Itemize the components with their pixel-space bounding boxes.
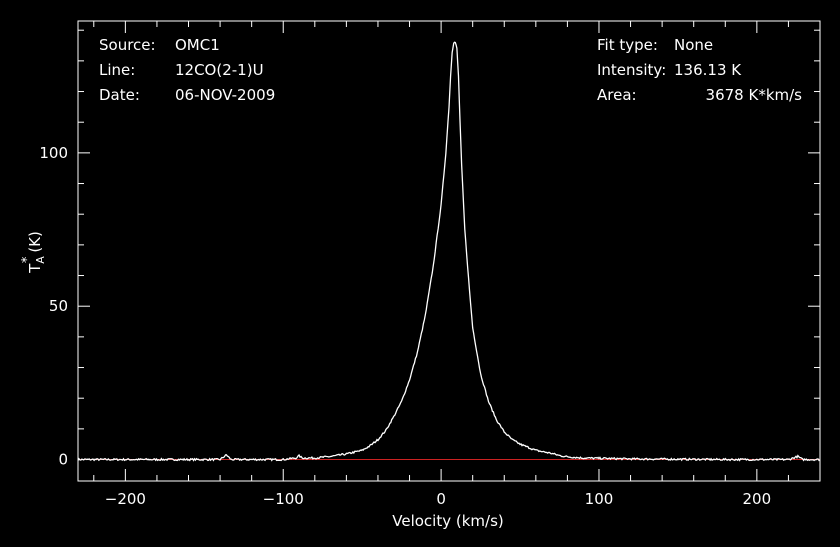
y-axis-title-sup: * [20,256,35,263]
fit-type-label: Fit type: [597,36,658,54]
x-axis-title: Velocity (km/s) [392,512,503,530]
y-tick-label: 100 [39,144,68,162]
y-axis-title-unit: (K) [26,231,44,253]
x-tick-label: −100 [263,490,304,508]
date-label: Date: [99,86,140,104]
line-label: Line: [99,61,135,79]
line-value: 12CO(2-1)U [175,61,264,79]
intensity-value: 136.13 K [674,61,742,79]
area-value: 3678 K*km/s [706,86,803,104]
x-tick-label: 200 [743,490,772,508]
y-tick-label: 0 [58,451,68,469]
x-ticks: −200 −100 0 100 200 [93,21,821,508]
spectrum-line [77,41,821,462]
y-ticks: 0 50 100 [39,29,820,469]
intensity-label: Intensity: [597,61,666,79]
x-tick-label: 0 [436,490,446,508]
y-axis-title-sub: A [34,256,47,264]
svg-text:TA*(K): TA* (K) [20,231,47,274]
y-tick-label: 50 [49,297,68,315]
source-value: OMC1 [175,36,220,54]
plot-frame [77,20,821,482]
date-value: 06-NOV-2009 [175,86,275,104]
fit-type-value: None [674,36,713,54]
source-label: Source: [99,36,156,54]
x-tick-label: −200 [105,490,146,508]
x-tick-label: 100 [585,490,614,508]
y-axis-title: TA* (K) [20,231,47,274]
area-label: Area: [597,86,637,104]
y-axis-title-main: T [26,263,44,274]
